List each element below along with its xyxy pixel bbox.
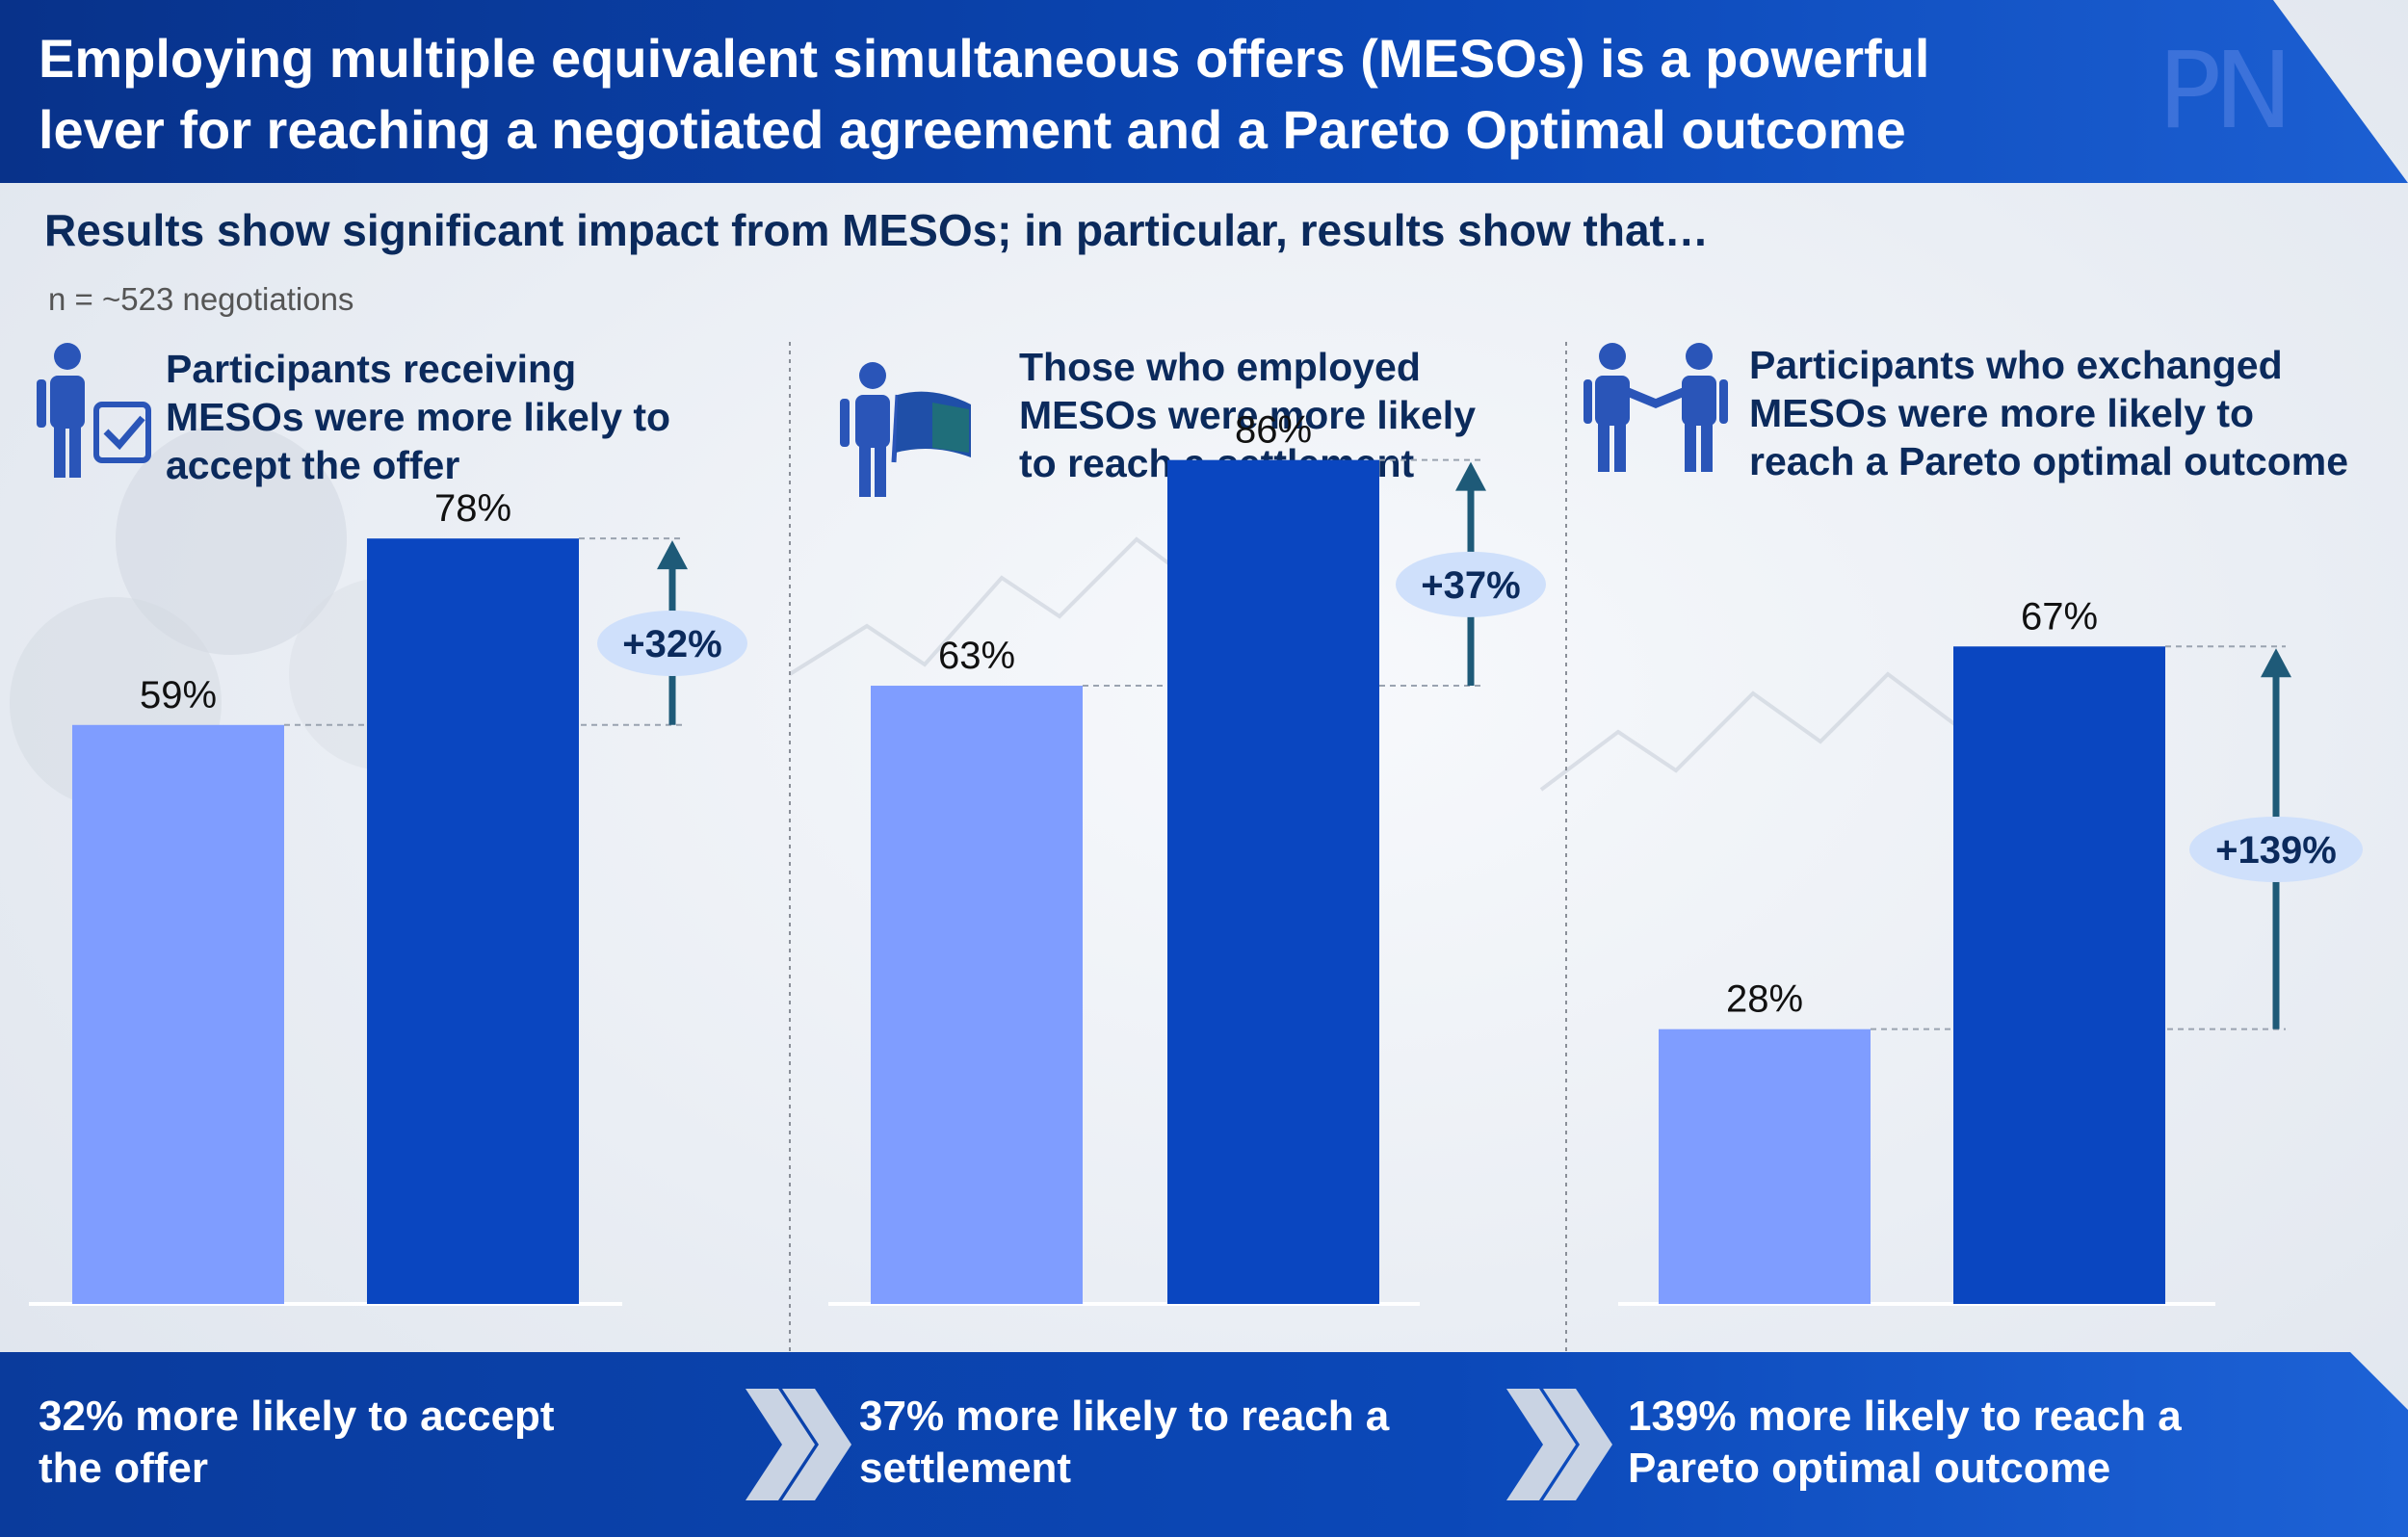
footer-line: the offer	[39, 1445, 208, 1492]
panel-2-text: Those who employed MESOs were more likel…	[1019, 343, 1476, 487]
person-with-flag-icon	[840, 362, 971, 497]
data-label: 63%	[938, 635, 1015, 677]
footer-band	[0, 1352, 2408, 1537]
title-line-1: Employing multiple equivalent simultaneo…	[39, 28, 1930, 89]
two-people-handshake-icon	[1584, 343, 1728, 472]
increase-badge	[1396, 551, 1546, 617]
sample-size-note: n = ~523 negotiations	[48, 281, 354, 317]
bar	[1953, 646, 2165, 1304]
increase-label: +32%	[622, 623, 721, 665]
chevron-right-icon	[746, 1389, 851, 1500]
panel-2-line: MESOs were more likely	[1019, 393, 1477, 437]
data-label: 67%	[2021, 595, 2098, 638]
arrow-head-icon	[1455, 461, 1486, 491]
data-label: 78%	[434, 487, 511, 530]
chevron-right-icon	[1506, 1389, 1612, 1500]
increase-badge	[2189, 816, 2363, 882]
panel-1-text: Participants receiving MESOs were more l…	[166, 345, 670, 489]
data-label: 86%	[1235, 409, 1312, 452]
footer-line: 37% more likely to reach a	[859, 1393, 1390, 1440]
panel-2-line: Those who employed	[1019, 345, 1421, 389]
footer-line: 139% more likely to reach a	[1628, 1393, 2182, 1440]
panel-3-line: Participants who exchanged	[1749, 343, 2283, 387]
bar	[72, 724, 284, 1304]
panel-1-line: MESOs were more likely to	[166, 395, 671, 439]
data-label: 28%	[1726, 978, 1803, 1021]
person-with-checklist-icon	[37, 343, 151, 478]
increase-label: +37%	[1421, 564, 1520, 607]
footer-item-1: 32% more likely to accept the offer	[39, 1391, 555, 1495]
footer-item-3: 139% more likely to reach a Pareto optim…	[1628, 1391, 2182, 1495]
panel-3-line: MESOs were more likely to	[1749, 391, 2255, 435]
subtitle: Results show significant impact from MES…	[44, 205, 1709, 255]
panel-1-line: accept the offer	[166, 443, 460, 487]
panel-3-text: Participants who exchanged MESOs were mo…	[1749, 341, 2348, 485]
company-logo: PN	[2158, 29, 2293, 152]
panel-3-line: reach a Pareto optimal outcome	[1749, 439, 2349, 483]
arrow-head-icon	[2261, 648, 2291, 678]
arrow-head-icon	[657, 540, 688, 570]
bar	[871, 686, 1083, 1304]
data-label: 59%	[140, 674, 217, 716]
bar	[367, 538, 579, 1304]
increase-badge	[597, 610, 747, 676]
footer-line: 32% more likely to accept	[39, 1393, 555, 1440]
panel-1-line: Participants receiving	[166, 347, 577, 391]
bar	[1167, 459, 1379, 1304]
increase-label: +139%	[2215, 829, 2337, 872]
footer-line: Pareto optimal outcome	[1628, 1445, 2111, 1492]
page-title: Employing multiple equivalent simultaneo…	[39, 23, 2158, 166]
header-band	[0, 0, 2408, 183]
footer-item-2: 37% more likely to reach a settlement	[859, 1391, 1389, 1495]
bar	[1659, 1029, 1871, 1304]
title-line-2: lever for reaching a negotiated agreemen…	[39, 99, 1906, 160]
footer-line: settlement	[859, 1445, 1072, 1492]
